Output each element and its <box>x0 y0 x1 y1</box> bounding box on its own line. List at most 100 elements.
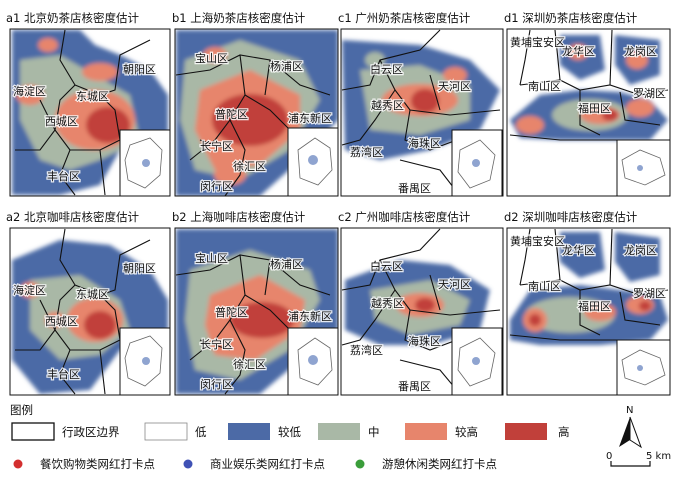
inset-map <box>119 327 171 396</box>
admin-boundaries <box>15 29 151 196</box>
district-label: 浦东新区 <box>288 309 332 323</box>
panel-title-d2: d2 深圳咖啡店核密度估计 <box>504 210 638 224</box>
map-panel-a1: 朝阳区 海淀区 西城区 东城区 丰台区 <box>9 28 171 197</box>
district-label: 东城区 <box>76 90 109 103</box>
inset-map <box>119 129 171 197</box>
district-label: 海淀区 <box>13 84 46 98</box>
district-label: 朝阳区 <box>123 262 156 275</box>
inset-map <box>616 139 671 197</box>
inset-map <box>451 129 503 197</box>
legend-label-entertainment: 商业娱乐类网红打卡点 <box>210 457 325 471</box>
district-label: 荔湾区 <box>350 343 383 357</box>
panel-title-c2: c2 广州咖啡店核密度估计 <box>338 210 471 224</box>
density-surface <box>175 228 338 395</box>
legend-label-boundary: 行政区边界 <box>62 425 120 439</box>
district-label: 番禺区 <box>398 380 431 393</box>
district-label: 福田区 <box>578 101 611 115</box>
legend-swatch-lowish <box>228 423 270 440</box>
district-label: 闵行区 <box>200 179 233 193</box>
district-label: 海珠区 <box>408 334 441 348</box>
north-arrow: N <box>619 405 642 449</box>
district-label: 海淀区 <box>13 283 46 297</box>
legend-label-dining: 餐饮购物类网红打卡点 <box>40 457 155 471</box>
district-label: 宝安区 <box>532 234 565 248</box>
district-label: 黄埔区 <box>510 234 543 248</box>
map-panel-d1: 黄埔区 宝安区 龙华区 龙岗区 南山区 福田区 罗湖区 <box>506 28 671 197</box>
district-label: 长宁区 <box>200 139 233 153</box>
district-label: 白云区 <box>370 259 403 273</box>
north-label: N <box>626 405 633 416</box>
district-label: 徐汇区 <box>233 159 266 173</box>
admin-boundaries <box>15 228 151 395</box>
district-label: 龙华区 <box>562 44 595 58</box>
admin-boundaries <box>509 29 669 141</box>
district-label: 长宁区 <box>200 337 233 351</box>
legend-swatch-boundary <box>11 422 55 441</box>
panel-title-c1: c1 广州奶茶店核密度估计 <box>338 11 471 25</box>
map-panel-d2: 黄埔区 宝安区 龙华区 龙岗区 南山区 福田区 罗湖区 <box>506 227 671 396</box>
district-label: 越秀区 <box>371 98 404 112</box>
legend-label-leisure: 游憩休闲类网红打卡点 <box>382 457 497 471</box>
district-label: 普陀区 <box>215 305 248 319</box>
district-label: 荔湾区 <box>350 145 383 159</box>
map-panel-b2: 宝山区 杨浦区 普陀区 浦东新区 长宁区 徐汇区 闵行区 <box>174 227 339 396</box>
map-panel-a2: 朝阳区 海淀区 西城区 东城区 丰台区 <box>9 227 171 396</box>
panel-title-d1: d1 深圳奶茶店核密度估计 <box>504 11 638 25</box>
district-label: 浦东新区 <box>288 111 332 125</box>
panel-title-a2: a2 北京咖啡店核密度估计 <box>6 210 140 224</box>
inset-map <box>616 339 671 396</box>
panel-title-a1: a1 北京奶茶店核密度估计 <box>6 11 140 25</box>
district-label: 东城区 <box>76 288 109 301</box>
district-label: 龙华区 <box>562 243 595 257</box>
district-label: 朝阳区 <box>123 63 156 76</box>
scale-bar: 0 5 km <box>606 451 671 467</box>
legend-label-lowish: 较低 <box>278 425 301 439</box>
district-label: 白云区 <box>370 62 403 76</box>
district-label: 西城区 <box>45 115 78 128</box>
district-label: 闵行区 <box>200 377 233 391</box>
district-label: 天河区 <box>438 278 471 291</box>
admin-boundaries <box>341 228 501 395</box>
district-label: 龙岗区 <box>624 45 657 58</box>
legend-dot-dining <box>13 459 23 469</box>
legend: 图例 行政区边界 低 较低 中 较高 高 餐饮购物类网红打卡点 商业娱乐类网红打… <box>10 403 570 471</box>
legend-swatch-high <box>505 423 547 440</box>
district-label: 丰台区 <box>47 169 80 183</box>
admin-boundaries <box>341 29 501 197</box>
scale-end: 5 km <box>646 451 671 462</box>
district-label: 宝山区 <box>195 251 228 265</box>
district-label: 罗湖区 <box>633 287 666 300</box>
district-label: 宝山区 <box>195 51 228 65</box>
district-label: 越秀区 <box>371 296 404 310</box>
legend-label-highish: 较高 <box>455 425 478 439</box>
district-label: 普陀区 <box>215 107 248 121</box>
inset-map <box>287 127 339 197</box>
district-label: 南山区 <box>528 80 561 93</box>
legend-label-high: 高 <box>558 425 570 439</box>
map-panel-c2: 白云区 天河区 越秀区 海珠区 荔湾区 番禺区 <box>340 227 504 396</box>
legend-title: 图例 <box>10 403 33 417</box>
district-label: 杨浦区 <box>270 257 303 271</box>
inset-map <box>287 327 339 396</box>
legend-swatch-highish <box>405 423 447 440</box>
district-label: 杨浦区 <box>270 59 303 73</box>
map-panel-b1: 宝山区 杨浦区 普陀区 浦东新区 长宁区 徐汇区 闵行区 <box>174 28 339 197</box>
district-label: 番禺区 <box>398 182 431 195</box>
panel-title-b2: b2 上海咖啡店核密度估计 <box>172 210 306 224</box>
district-label: 宝安区 <box>532 35 565 49</box>
district-label: 龙岗区 <box>624 244 657 257</box>
district-label: 天河区 <box>438 80 471 93</box>
legend-label-low: 低 <box>195 425 207 439</box>
legend-label-mid: 中 <box>368 425 380 439</box>
legend-swatch-mid <box>318 423 360 440</box>
map-panel-c1: 白云区 天河区 越秀区 海珠区 荔湾区 番禺区 <box>340 28 504 197</box>
inset-map <box>451 327 503 396</box>
legend-dot-leisure <box>355 459 365 469</box>
district-label: 海珠区 <box>408 136 441 150</box>
legend-dot-entertainment <box>183 459 193 469</box>
district-label: 福田区 <box>578 299 611 313</box>
density-surface <box>341 228 503 395</box>
district-label: 西城区 <box>45 315 78 328</box>
legend-swatch-low <box>144 422 188 441</box>
